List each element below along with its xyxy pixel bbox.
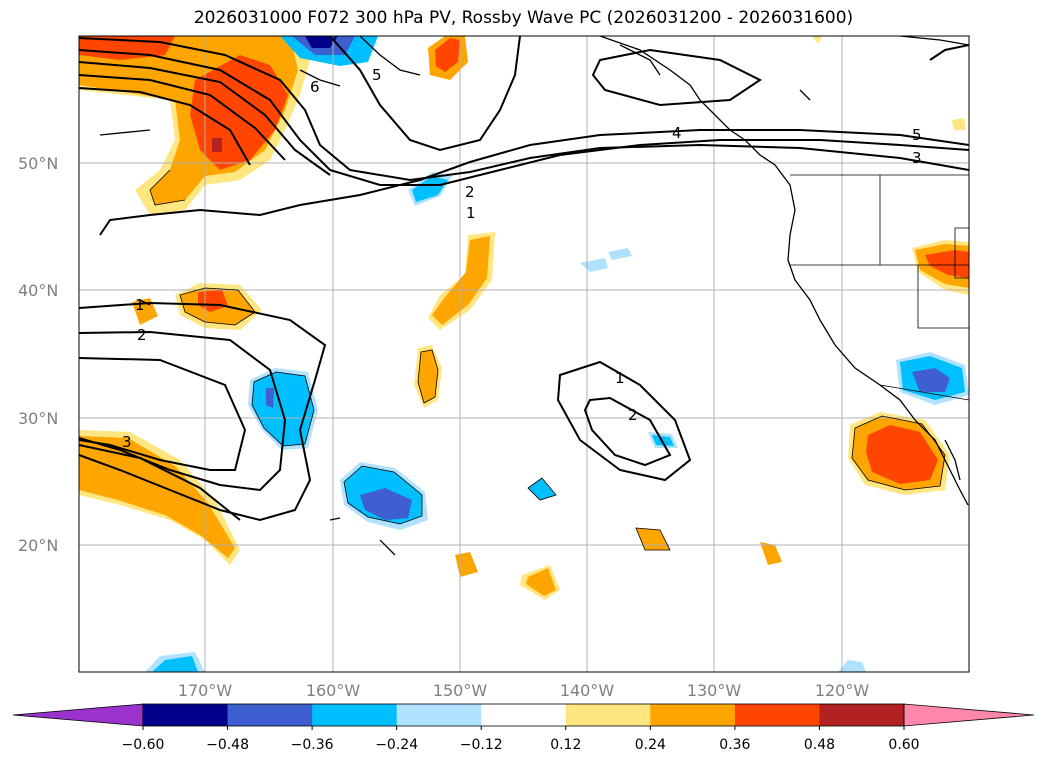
contour-label: 2 — [628, 406, 638, 424]
colorbar-cell — [227, 704, 313, 726]
colorbar-cell — [143, 704, 229, 726]
lon-label: 160°W — [306, 681, 361, 700]
lat-label: 40°N — [18, 281, 58, 300]
contour-label: 2 — [137, 326, 147, 344]
lon-label: 130°W — [687, 681, 742, 700]
colorbar-tick-label: −0.48 — [206, 737, 249, 753]
political-borders — [790, 174, 969, 401]
colorbar-extend-low — [12, 703, 144, 727]
colorbar-frame — [142, 703, 905, 727]
latitude-labels: 50°N 40°N 30°N 20°N — [18, 154, 58, 555]
contour-label: 3 — [912, 149, 922, 167]
contour-label: 2 — [465, 183, 475, 201]
longitude-labels: 170°W 160°W 150°W 140°W 130°W 120°W — [178, 681, 870, 700]
colorbar-cell — [734, 704, 820, 726]
lon-label: 170°W — [178, 681, 233, 700]
colorbar-extend-high — [903, 703, 1035, 727]
lat-label: 20°N — [18, 536, 58, 555]
contour-label: 5 — [372, 66, 382, 84]
positive-anomaly-fills — [79, 36, 969, 600]
colorbar-cell — [819, 704, 905, 726]
contour-label: 1 — [466, 204, 476, 222]
negative-anomaly-fills — [145, 36, 969, 672]
map-title: 2026031000 F072 300 hPa PV, Rossby Wave … — [193, 8, 854, 28]
colorbar-tick-label: −0.12 — [460, 737, 503, 753]
colorbar-tick-label: 0.24 — [635, 737, 666, 753]
lat-label: 30°N — [18, 409, 58, 428]
lon-label: 140°W — [560, 681, 615, 700]
lat-label: 50°N — [18, 154, 58, 173]
colorbar-tick-label: 0.36 — [719, 737, 750, 753]
colorbar-cell — [396, 704, 482, 726]
colorbar-cell — [565, 704, 651, 726]
contour-label: 3 — [122, 433, 132, 451]
contour-label: 4 — [672, 124, 682, 142]
contour-label: 1 — [615, 369, 625, 387]
contour-label: 5 — [912, 126, 922, 144]
lon-label: 120°W — [815, 681, 870, 700]
lon-label: 150°W — [433, 681, 488, 700]
contour-label: 1 — [135, 296, 145, 314]
contour-labels: 6 5 4 5 3 2 1 1 2 3 1 2 — [122, 66, 922, 451]
colorbar-tick-label: −0.24 — [375, 737, 418, 753]
colorbar-tick-label: 0.12 — [550, 737, 581, 753]
contour-label: 6 — [310, 78, 320, 96]
rossby-contours — [79, 36, 969, 522]
colorbar-cell — [650, 704, 736, 726]
anomaly-outlines — [149, 169, 946, 551]
colorbar: −0.60 −0.48 −0.36 −0.24 −0.12 0.12 0.24 0.36 0.4… — [12, 703, 1035, 753]
colorbar-tick-label: −0.36 — [291, 737, 334, 753]
map-frame — [78, 35, 970, 673]
colorbar-cell — [481, 704, 567, 726]
coastlines — [99, 36, 969, 556]
colorbar-tick-label: −0.60 — [122, 737, 165, 753]
colorbar-tick-label: 0.48 — [804, 737, 835, 753]
colorbar-cell — [312, 704, 398, 726]
colorbar-tick-label: 0.60 — [888, 737, 919, 753]
